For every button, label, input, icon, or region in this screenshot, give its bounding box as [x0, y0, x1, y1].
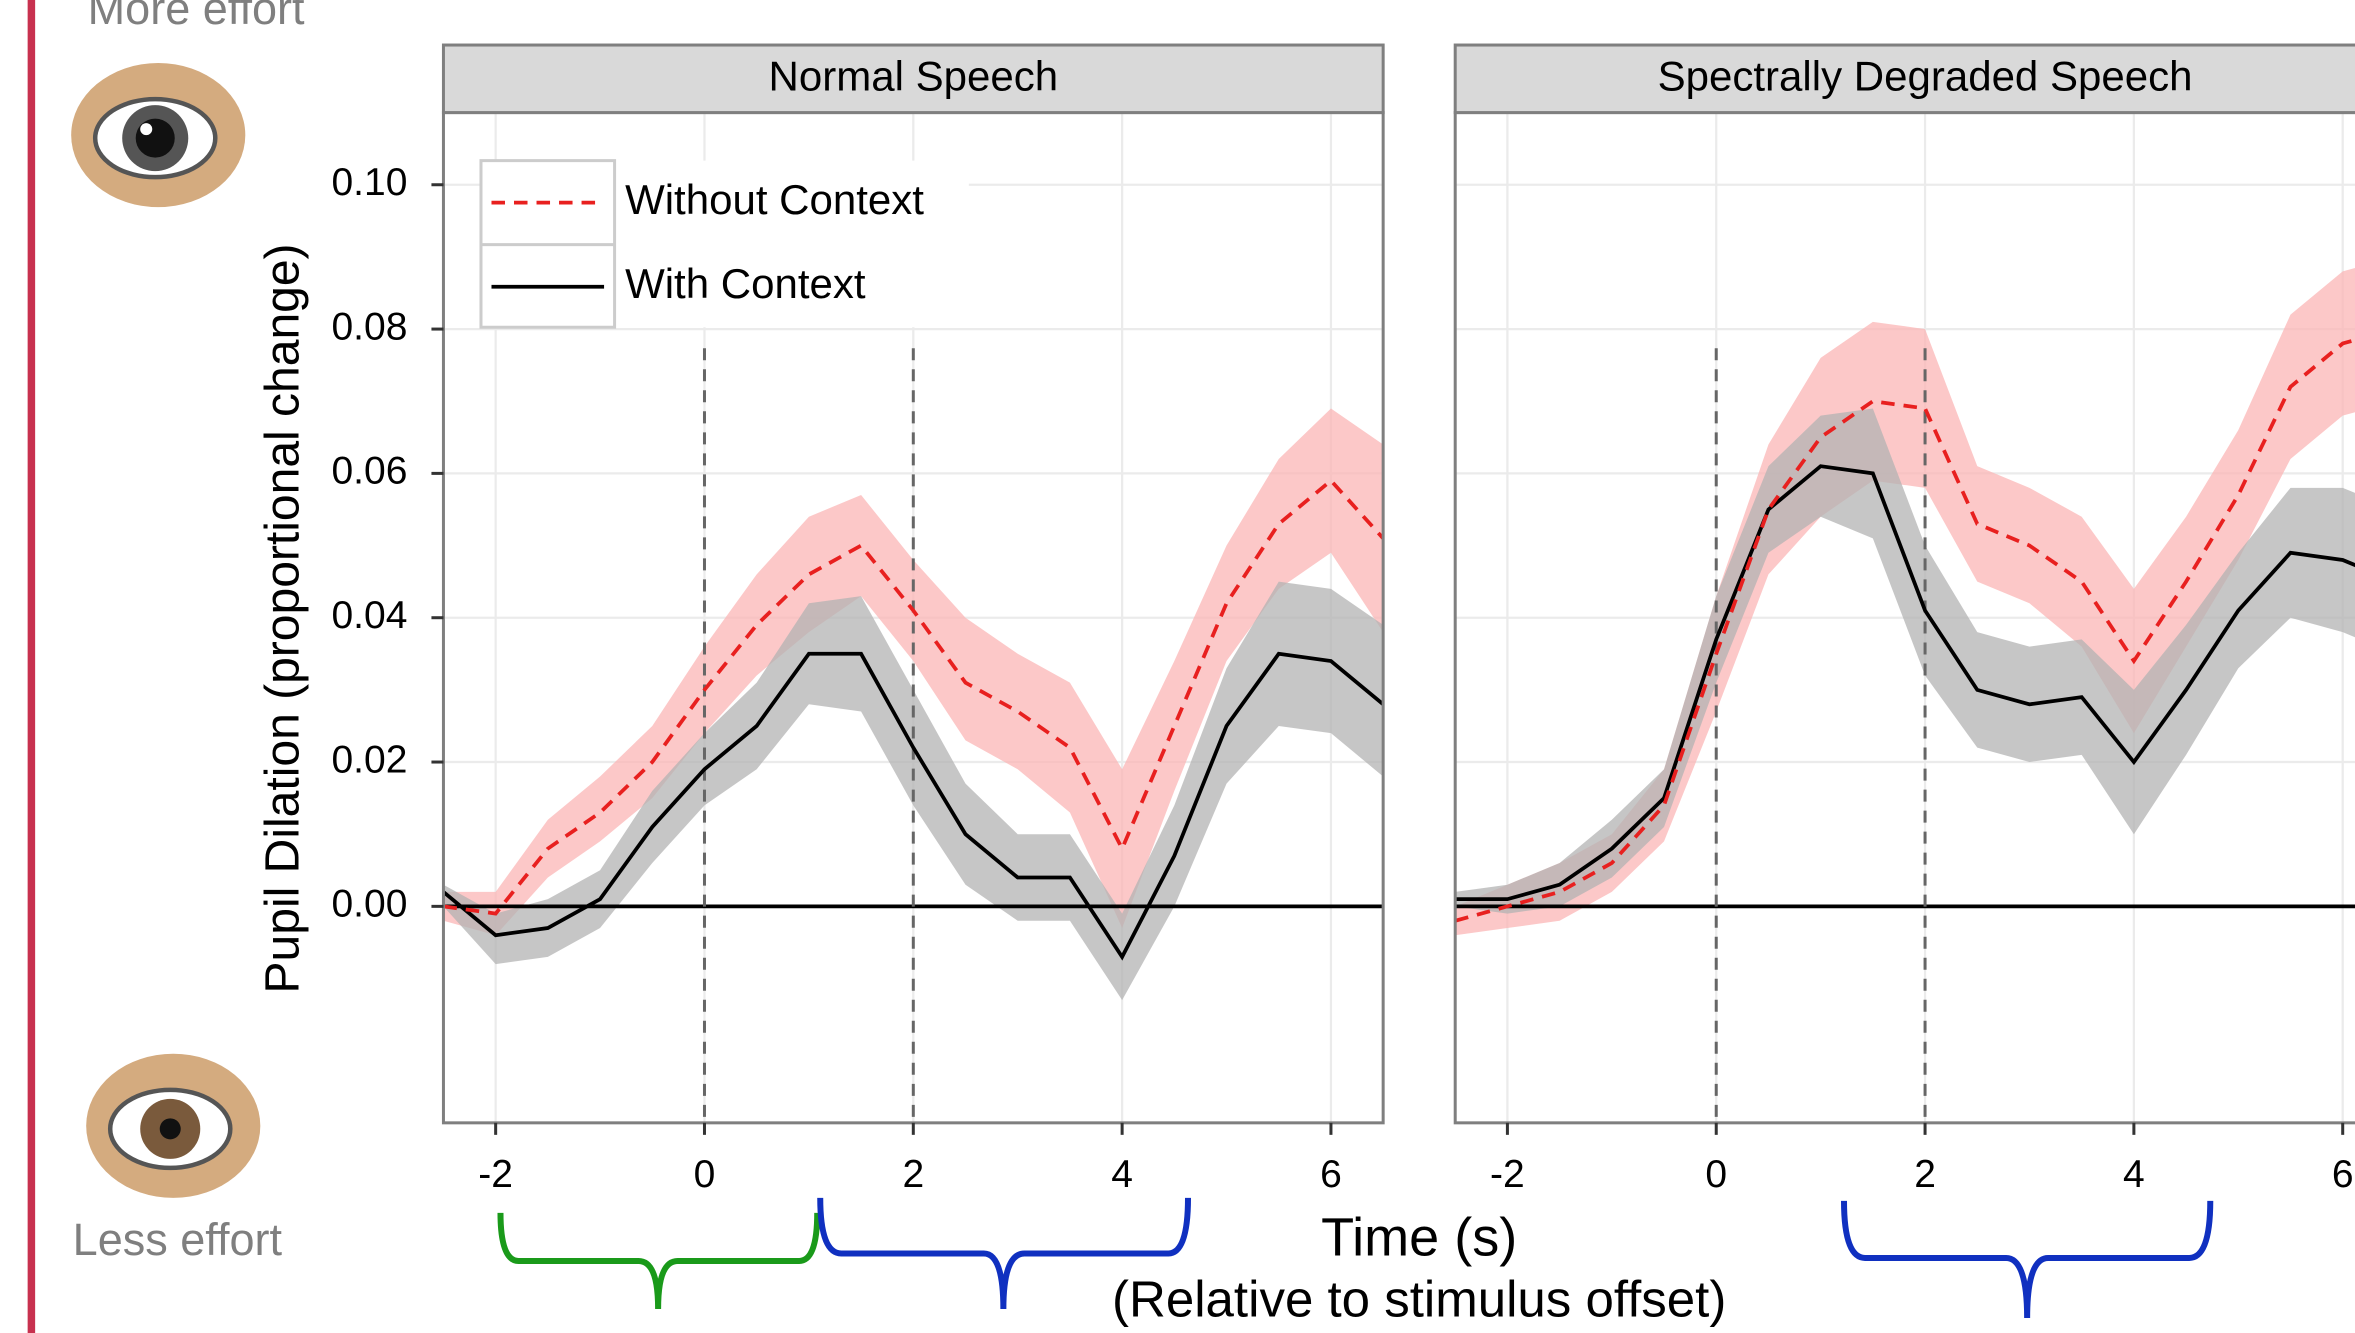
eye-icon-top [71, 63, 246, 208]
confidence-band [443, 408, 1384, 936]
annotation: Less effort [73, 1214, 283, 1265]
x-tick-label: -2 [478, 1153, 513, 1196]
legend-label: With Context [625, 260, 866, 307]
confidence-band [1455, 408, 2355, 914]
plot-area [443, 348, 1384, 1123]
bracket [497, 1212, 821, 1309]
strip [1453, 43, 2355, 115]
y-tick-label: 0.10 [331, 161, 407, 204]
eye-icon-bottom [86, 1053, 261, 1198]
line [1455, 464, 2355, 902]
y-tick-label: 0.08 [331, 305, 407, 348]
y-tick-label: 0.04 [331, 594, 407, 637]
y-tick-label: 0.02 [331, 738, 407, 781]
x-tick-label: -2 [1490, 1153, 1525, 1196]
x-tick-label: 6 [2332, 1153, 2354, 1196]
legend-label: Without Context [625, 176, 924, 223]
x-tick-label: 4 [2123, 1153, 2145, 1196]
plot-area [1455, 267, 2355, 1123]
strip [441, 43, 1385, 115]
x-tick-label: 4 [1111, 1153, 1133, 1196]
panel-title: Normal Speech [769, 53, 1059, 100]
bracket [817, 1197, 1192, 1309]
x-axis-note: (Relative to stimulus offset) [1112, 1270, 1726, 1327]
line [443, 478, 1384, 916]
x-tick-label: 0 [694, 1153, 716, 1196]
side-bar [27, 0, 36, 1333]
x-tick-label: 2 [1914, 1153, 1936, 1196]
panel-title: Spectrally Degraded Speech [1658, 53, 2193, 100]
line [443, 651, 1384, 961]
x-tick-label: 0 [1705, 1153, 1727, 1196]
x-tick-label: 2 [902, 1153, 924, 1196]
annotation: More effort [88, 0, 305, 34]
line [1455, 338, 2355, 923]
y-tick-label: 0.06 [331, 450, 407, 493]
x-axis-label: Time (s) [1321, 1208, 1517, 1268]
y-axis-label: Pupil Dilation (proportional change) [257, 243, 310, 993]
y-tick-label: 0.00 [331, 883, 407, 926]
bracket [1840, 1200, 2214, 1318]
x-tick-label: 6 [1320, 1153, 1342, 1196]
